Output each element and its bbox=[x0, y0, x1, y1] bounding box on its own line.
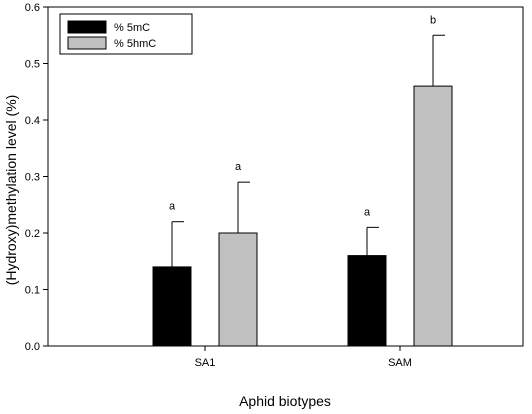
x-tick-label: SA1 bbox=[195, 357, 216, 369]
y-tick-label: 0.6 bbox=[25, 2, 40, 14]
significance-label: a bbox=[364, 206, 371, 218]
significance-label: a bbox=[235, 161, 242, 173]
legend-label: % 5mC bbox=[114, 22, 150, 34]
legend-swatch-5hmc bbox=[67, 36, 107, 50]
plot-area: a a a b bbox=[152, 14, 453, 347]
y-tick-label: 0.5 bbox=[25, 59, 40, 71]
significance-label: a bbox=[169, 201, 176, 213]
legend-swatch-5mc bbox=[67, 20, 107, 34]
legend: % 5mC % 5hmC bbox=[59, 13, 193, 55]
y-axis-title: (Hydroxy)methylation level (%) bbox=[3, 95, 19, 286]
y-tick-label: 0.4 bbox=[25, 115, 40, 127]
y-tick-label: 0.0 bbox=[25, 341, 40, 353]
x-axis-title: Aphid biotypes bbox=[239, 393, 331, 409]
significance-label: b bbox=[430, 14, 436, 26]
legend-label: % 5hmC bbox=[114, 38, 156, 50]
y-tick-label: 0.2 bbox=[25, 228, 40, 240]
bar-sam-5mc bbox=[347, 255, 387, 347]
y-tick-label: 0.1 bbox=[25, 285, 40, 297]
x-tick-label: SAM bbox=[388, 357, 412, 369]
axes: 0.0 0.1 0.2 0.3 0.4 0.5 0.6 SA1 SAM bbox=[25, 2, 524, 369]
bar-sam-5hmc bbox=[413, 85, 453, 347]
bar-sa1-5mc bbox=[152, 266, 192, 347]
y-tick-label: 0.3 bbox=[25, 172, 40, 184]
bar-sa1-5hmc bbox=[218, 232, 258, 347]
